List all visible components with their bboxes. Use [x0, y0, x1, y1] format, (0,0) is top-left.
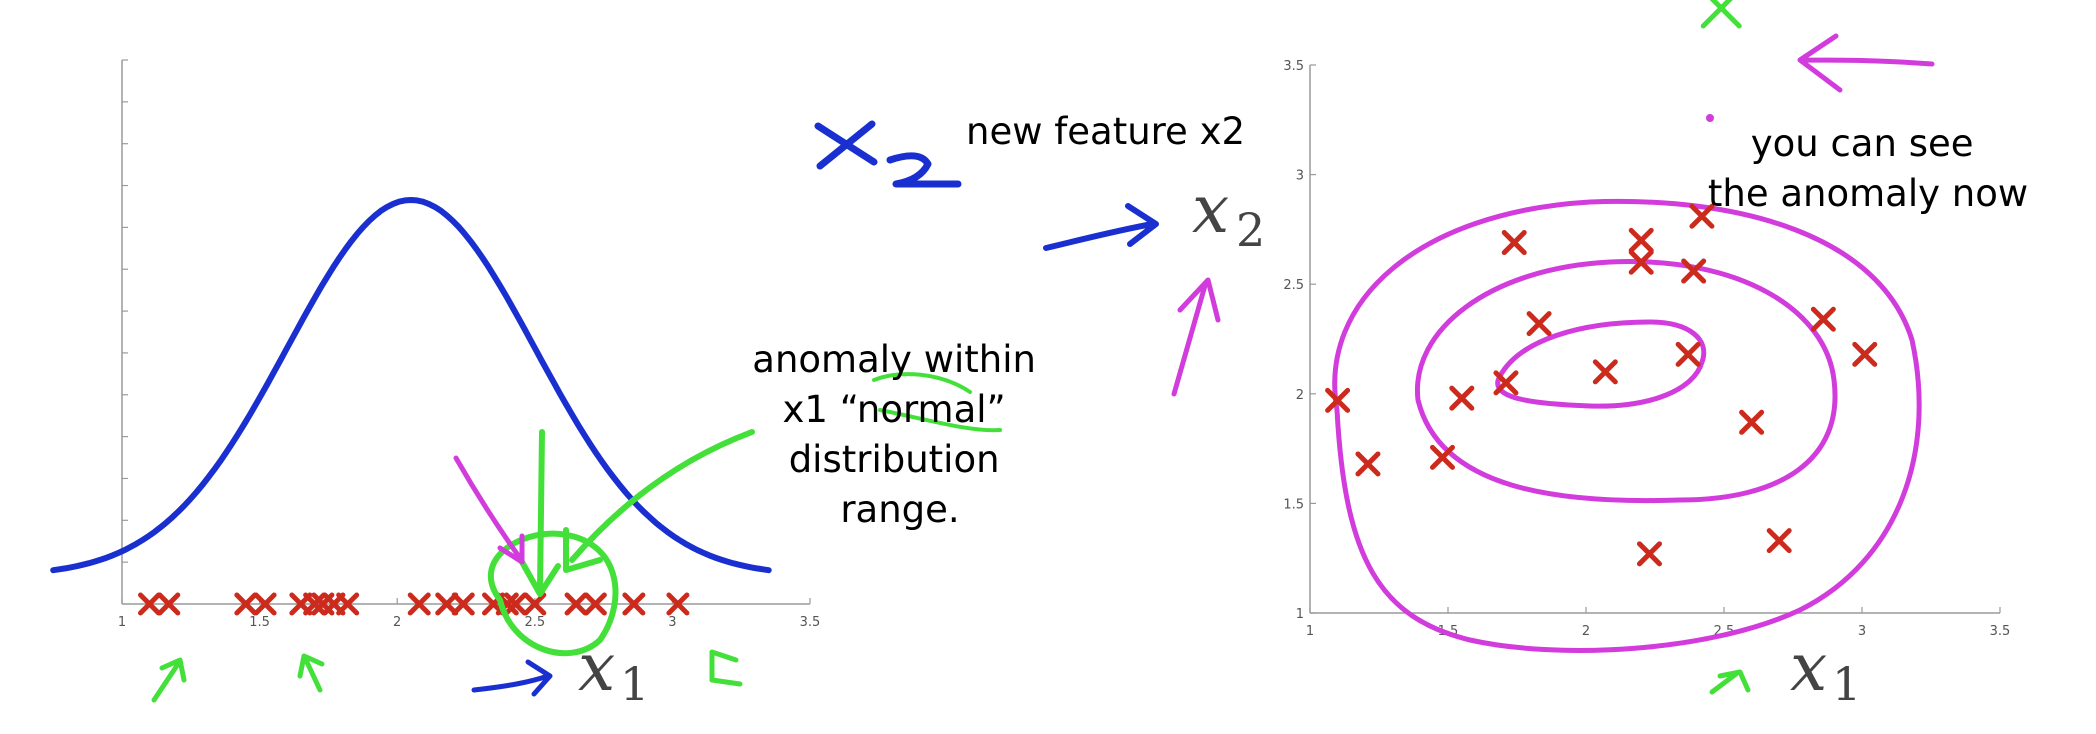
- green-bracket: [709, 649, 743, 687]
- new-feature-note: new feature x2: [966, 110, 1245, 153]
- left-x-tick-label: 2: [393, 615, 401, 630]
- right-y-tick-label: 1.5: [1283, 497, 1304, 512]
- data-point-xy: [1493, 370, 1519, 396]
- magenta-arrow-left: [453, 455, 525, 565]
- data-point-xy: [1739, 409, 1765, 435]
- right-x1-var: x: [1790, 629, 1827, 706]
- anomaly-note-line-2: x1 “normal”: [783, 388, 1006, 431]
- right-y-tick-label: 1: [1296, 607, 1304, 622]
- data-point-x: [622, 592, 646, 616]
- magenta-arrow-up: [1171, 277, 1221, 397]
- data-point-xy: [1628, 249, 1654, 275]
- left-x-tick-label: 3: [668, 615, 676, 630]
- right-y-tick-label: 3: [1296, 169, 1304, 184]
- green-up-arrow-right: [1709, 669, 1751, 695]
- data-point-x: [303, 592, 327, 616]
- data-point-x: [666, 592, 690, 616]
- data-point-xy: [1636, 541, 1662, 567]
- data-point-xy: [1766, 528, 1792, 554]
- chart-2d-x1-x2: 1 1.5 2 2.5 3 3.511.522.533.5 x 1: [1283, 0, 2010, 711]
- right-x2-sub: 2: [1236, 203, 1265, 257]
- data-point-x: [435, 592, 459, 616]
- data-point-xy: [1689, 203, 1715, 229]
- data-point-xy: [1501, 230, 1527, 256]
- data-point-x: [234, 592, 258, 616]
- right-x2-var: x: [1192, 171, 1229, 248]
- data-point-xy: [1325, 387, 1351, 413]
- anomaly-note-line-1: anomaly within: [752, 338, 1036, 381]
- left-x-tick-label: 3.5: [800, 615, 821, 630]
- data-point-x: [451, 592, 475, 616]
- data-point-xy: [1429, 444, 1455, 470]
- green-diagonal-arrow: [563, 429, 755, 573]
- data-point-xy: [1852, 341, 1878, 367]
- data-point-xy: [1681, 258, 1707, 284]
- left-tick-labels: 1 1.5 2 2.5 3 3.5: [118, 615, 820, 630]
- right-y-tick-label: 2: [1296, 388, 1304, 403]
- right-x-tick-label: 1: [1306, 624, 1314, 639]
- data-point-xy: [1355, 451, 1381, 477]
- right-x-tick-label: 3: [1858, 624, 1866, 639]
- data-point-x: [138, 592, 162, 616]
- visible-anomaly-line-2: the anomaly now: [1708, 172, 2028, 215]
- left-x-tick-label: 1: [118, 615, 126, 630]
- right-axes: [1309, 64, 2001, 614]
- right-x1-sub: 1: [1832, 657, 1861, 711]
- visible-anomaly-line-1: you can see: [1751, 122, 1974, 165]
- green-scribble: [872, 372, 1002, 433]
- left-axes: [121, 59, 811, 605]
- data-point-xy: [1628, 227, 1654, 253]
- contour-middle: [1414, 259, 1838, 504]
- visible-anomaly-note: you can see the anomaly now: [1708, 122, 2028, 215]
- right-x1-axis-label: x 1: [1790, 629, 1861, 711]
- contour-inner: [1495, 319, 1707, 409]
- anomaly-point: [1700, 0, 1742, 29]
- blue-arrow-to-x2: [1043, 203, 1159, 251]
- data-point-xy: [1675, 341, 1701, 367]
- data-point-x: [157, 592, 181, 616]
- right-x-tick-label: 3.5: [1990, 624, 2011, 639]
- right-y-tick-label: 2.5: [1283, 278, 1304, 293]
- data-point-x: [504, 592, 528, 616]
- green-up-arrow-2: [297, 653, 325, 693]
- density-contours: [1332, 198, 1922, 653]
- anomaly-note: anomaly within x1 “normal” distribution …: [752, 338, 1047, 531]
- anomaly-note-line-3: distribution: [789, 438, 1000, 481]
- left-x1-sub: 1: [620, 657, 649, 711]
- data-point-x: [253, 592, 277, 616]
- right-x2-axis-label: x 2: [1192, 171, 1265, 257]
- green-vertical-arrow: [519, 429, 561, 597]
- data-point-x: [564, 592, 588, 616]
- anomaly-point-1d: [523, 592, 547, 616]
- blue-arrow-to-x1: [471, 659, 553, 697]
- magenta-dot: [1706, 114, 1714, 122]
- data-point-x: [583, 592, 607, 616]
- left-x1-axis-label: x 1: [578, 629, 649, 711]
- data-point-xy: [1810, 306, 1836, 332]
- right-x-tick-label: 2: [1582, 624, 1590, 639]
- chart-1d-x1: 1 1.5 2 2.5 3 3.5 x 1: [50, 59, 820, 711]
- right-y-tick-label: 3.5: [1283, 59, 1304, 74]
- green-up-arrow-1: [151, 657, 187, 703]
- anomaly-cross: [1700, 0, 1742, 29]
- data-point-x: [407, 592, 431, 616]
- left-x-tick-label: 2.5: [524, 615, 545, 630]
- data-point-xy: [1449, 385, 1475, 411]
- magenta-arrow-to-anomaly: [1797, 33, 1935, 93]
- data-point-xy: [1592, 359, 1618, 385]
- handwritten-x2: [814, 120, 962, 188]
- left-x-tick-label: 1.5: [249, 615, 270, 630]
- anomaly-note-line-4: range.: [840, 488, 959, 531]
- data-point-xy: [1526, 311, 1552, 337]
- gaussian-curve: [50, 197, 772, 574]
- right-data-points: [1325, 203, 1878, 567]
- data-point-x: [336, 592, 360, 616]
- contour-outer: [1332, 198, 1922, 653]
